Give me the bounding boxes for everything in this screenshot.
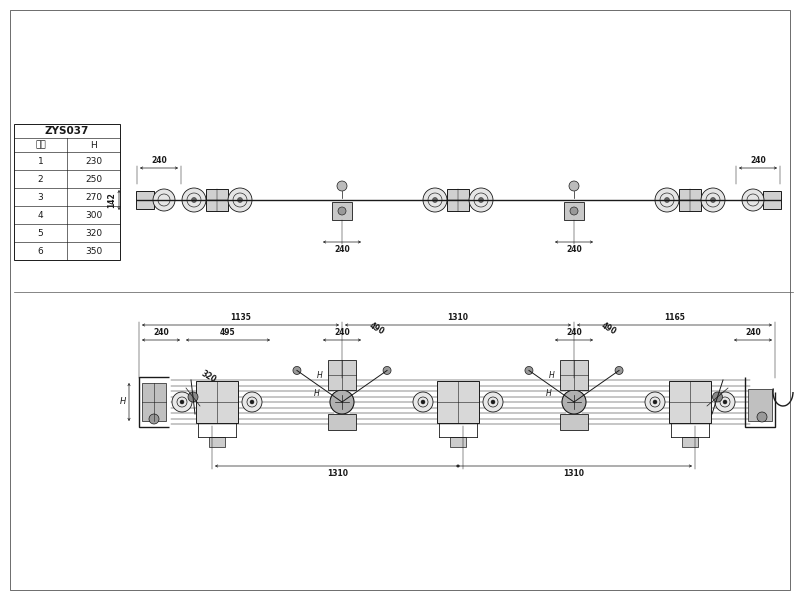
Text: 240: 240 xyxy=(566,328,582,337)
Circle shape xyxy=(569,181,579,191)
Bar xyxy=(332,202,352,220)
Bar xyxy=(437,381,479,423)
Text: 5: 5 xyxy=(38,229,43,238)
Circle shape xyxy=(188,392,198,402)
Circle shape xyxy=(337,181,347,191)
Text: 270: 270 xyxy=(85,193,102,202)
Text: H: H xyxy=(550,370,555,379)
Text: 序号: 序号 xyxy=(35,140,46,149)
Circle shape xyxy=(433,197,438,202)
Text: 1165: 1165 xyxy=(664,313,685,322)
Circle shape xyxy=(149,414,159,424)
Text: 240: 240 xyxy=(151,156,167,165)
Circle shape xyxy=(653,400,657,404)
Text: H: H xyxy=(120,397,126,407)
Circle shape xyxy=(238,197,242,202)
Circle shape xyxy=(645,392,665,412)
Bar xyxy=(136,191,154,209)
Bar xyxy=(14,124,120,260)
Circle shape xyxy=(330,390,354,414)
Circle shape xyxy=(701,188,725,212)
Circle shape xyxy=(525,367,533,374)
Text: 320: 320 xyxy=(200,369,218,385)
Text: 4: 4 xyxy=(38,211,43,220)
Text: 240: 240 xyxy=(566,245,582,254)
Bar xyxy=(328,360,356,390)
Text: H: H xyxy=(314,389,320,398)
Circle shape xyxy=(172,392,192,412)
Bar xyxy=(142,383,166,421)
Circle shape xyxy=(491,400,495,404)
Circle shape xyxy=(250,400,254,404)
Bar xyxy=(560,414,588,430)
Circle shape xyxy=(421,400,425,404)
Bar xyxy=(748,389,772,421)
Circle shape xyxy=(483,392,503,412)
Circle shape xyxy=(469,188,493,212)
Text: 495: 495 xyxy=(220,328,236,337)
Circle shape xyxy=(562,390,586,414)
Circle shape xyxy=(423,188,447,212)
Circle shape xyxy=(153,189,175,211)
Text: 490: 490 xyxy=(600,322,618,337)
Circle shape xyxy=(228,188,252,212)
Text: 230: 230 xyxy=(85,157,102,166)
Circle shape xyxy=(615,367,623,374)
Circle shape xyxy=(713,392,722,402)
Bar xyxy=(328,414,356,430)
Circle shape xyxy=(757,412,767,422)
Circle shape xyxy=(293,367,301,374)
Text: 250: 250 xyxy=(85,175,102,184)
Text: 1: 1 xyxy=(38,157,43,166)
Text: 240: 240 xyxy=(334,328,350,337)
Text: H: H xyxy=(90,140,97,149)
Text: 1310: 1310 xyxy=(447,313,469,322)
Text: 1310: 1310 xyxy=(327,469,348,478)
Text: 142: 142 xyxy=(107,192,116,208)
Circle shape xyxy=(180,400,184,404)
Circle shape xyxy=(723,400,727,404)
Bar xyxy=(206,189,228,211)
Circle shape xyxy=(742,189,764,211)
Bar xyxy=(679,189,701,211)
Text: 2: 2 xyxy=(38,175,43,184)
Bar xyxy=(564,202,584,220)
Bar xyxy=(682,437,698,447)
Circle shape xyxy=(710,197,715,202)
Text: 350: 350 xyxy=(85,247,102,256)
Circle shape xyxy=(191,197,197,202)
Circle shape xyxy=(383,367,391,374)
Circle shape xyxy=(338,207,346,215)
Text: 240: 240 xyxy=(153,328,169,337)
Text: 300: 300 xyxy=(85,211,102,220)
Bar xyxy=(196,381,238,423)
Text: 240: 240 xyxy=(334,245,350,254)
Circle shape xyxy=(655,188,679,212)
Text: 6: 6 xyxy=(38,247,43,256)
Circle shape xyxy=(570,207,578,215)
Text: 240: 240 xyxy=(750,156,766,165)
Bar xyxy=(763,191,781,209)
Text: 240: 240 xyxy=(745,328,761,337)
Bar xyxy=(560,360,588,390)
Text: 3: 3 xyxy=(38,193,43,202)
Circle shape xyxy=(182,188,206,212)
Bar xyxy=(450,437,466,447)
Circle shape xyxy=(478,197,483,202)
Text: 1135: 1135 xyxy=(230,313,251,322)
Circle shape xyxy=(665,197,670,202)
Text: 1310: 1310 xyxy=(563,469,585,478)
Text: ZYS037: ZYS037 xyxy=(45,126,89,136)
Text: 320: 320 xyxy=(85,229,102,238)
Circle shape xyxy=(242,392,262,412)
Bar xyxy=(209,437,225,447)
Text: H: H xyxy=(546,389,552,398)
Bar xyxy=(447,189,469,211)
Circle shape xyxy=(715,392,735,412)
Circle shape xyxy=(413,392,433,412)
Bar xyxy=(669,381,711,423)
Text: 490: 490 xyxy=(368,322,386,337)
Text: H: H xyxy=(318,370,323,379)
